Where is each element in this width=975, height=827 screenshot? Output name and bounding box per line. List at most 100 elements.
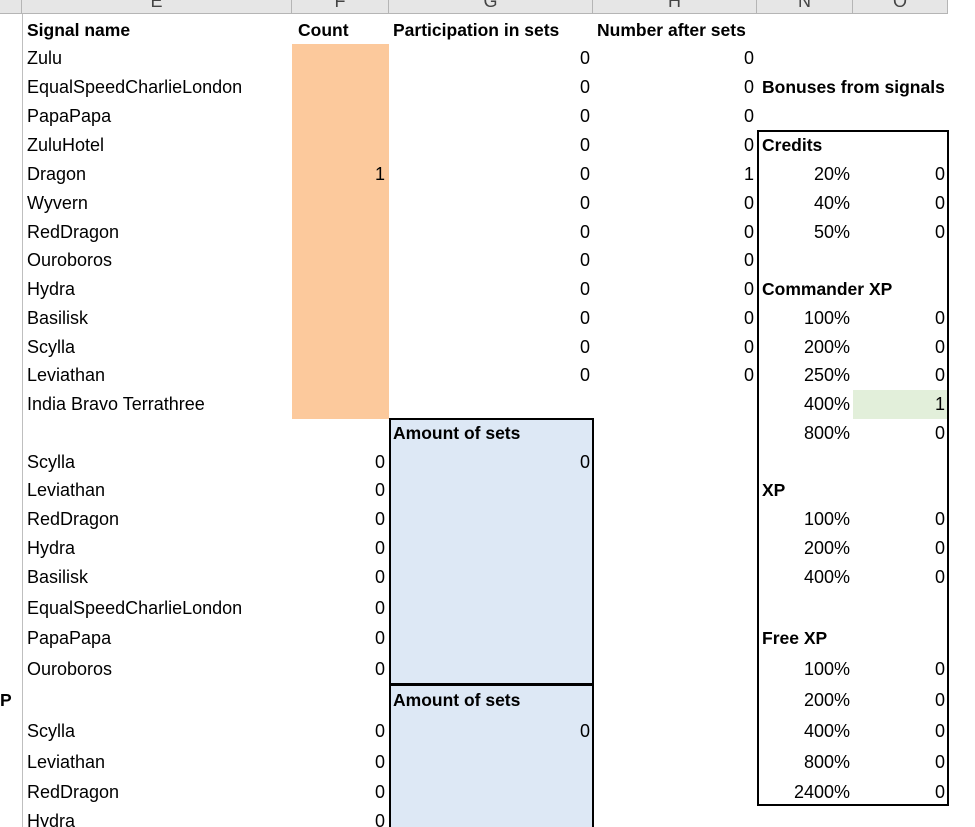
- count-cell: 0: [374, 509, 385, 529]
- column-header[interactable]: H: [593, 0, 757, 14]
- participation-cell: 0: [579, 250, 590, 270]
- bonus-value: 0: [934, 752, 945, 772]
- bonus-percent: 2400%: [793, 782, 850, 802]
- bonus-percent: 100%: [803, 659, 850, 679]
- bonus-value: 0: [934, 365, 945, 385]
- count-fill: [292, 44, 389, 419]
- bonus-percent: 400%: [803, 721, 850, 741]
- participation-cell: 0: [579, 106, 590, 126]
- highlight-cell: [853, 390, 947, 419]
- signal-name: PapaPapa: [27, 106, 112, 126]
- participation-cell: 0: [579, 365, 590, 385]
- signal-name: PapaPapa: [27, 628, 112, 648]
- signal-name: Ouroboros: [27, 659, 113, 679]
- signal-name: EqualSpeedCharlieLondon: [27, 598, 243, 618]
- count-cell: 0: [374, 782, 385, 802]
- participation-cell: 0: [579, 48, 590, 68]
- column-letter: O: [892, 0, 907, 11]
- bonus-percent: 400%: [803, 394, 850, 414]
- participation-cell: 0: [579, 337, 590, 357]
- signal-name: Scylla: [27, 721, 76, 741]
- after-sets-cell: 0: [743, 193, 754, 213]
- count-cell: 0: [374, 721, 385, 741]
- column-letter: F: [334, 0, 346, 11]
- after-sets-cell: 0: [743, 48, 754, 68]
- column-letter: H: [668, 0, 681, 11]
- after-sets-cell: 0: [743, 279, 754, 299]
- signal-name: Dragon: [27, 164, 87, 184]
- signal-name: RedDragon: [27, 509, 120, 529]
- bonus-percent: 400%: [803, 567, 850, 587]
- signal-name: Hydra: [27, 279, 76, 299]
- bonus-value: 0: [934, 423, 945, 443]
- bonus-percent: 100%: [803, 509, 850, 529]
- bonus-percent: 40%: [813, 193, 850, 213]
- sets-amount: 0: [579, 721, 590, 741]
- column-letter: N: [798, 0, 811, 11]
- bonus-group: Free XP: [762, 628, 828, 648]
- signal-name: Leviathan: [27, 752, 106, 772]
- bonus-percent: 800%: [803, 752, 850, 772]
- sets-box: [389, 684, 594, 827]
- bonus-percent: 250%: [803, 365, 850, 385]
- after-sets-cell: 0: [743, 135, 754, 155]
- header-cell: Count: [298, 20, 349, 40]
- signal-name: Ouroboros: [27, 250, 113, 270]
- column-letter: E: [150, 0, 163, 11]
- participation-cell: 0: [579, 193, 590, 213]
- count-cell: 1: [374, 164, 385, 184]
- bonus-percent: 50%: [813, 222, 850, 242]
- column-header: [0, 0, 22, 14]
- participation-cell: 0: [579, 308, 590, 328]
- bonus-percent: 200%: [803, 690, 850, 710]
- bonus-percent: 200%: [803, 337, 850, 357]
- column-header[interactable]: E: [22, 0, 292, 14]
- signal-name: Basilisk: [27, 308, 89, 328]
- signal-name: Hydra: [27, 811, 76, 827]
- signal-name: India Bravo Terrathree: [27, 394, 205, 414]
- count-cell: 0: [374, 452, 385, 472]
- sets-box: [389, 418, 594, 685]
- header-cell: Signal name: [27, 20, 131, 40]
- after-sets-cell: 0: [743, 250, 754, 270]
- signal-name: Basilisk: [27, 567, 89, 587]
- bonus-group: XP: [762, 480, 786, 500]
- bonus-value: 0: [934, 222, 945, 242]
- after-sets-cell: 0: [743, 106, 754, 126]
- after-sets-cell: 0: [743, 222, 754, 242]
- count-cell: 0: [374, 659, 385, 679]
- count-cell: 0: [374, 538, 385, 558]
- signal-name: RedDragon: [27, 222, 120, 242]
- signal-name: Leviathan: [27, 480, 106, 500]
- column-header[interactable]: O: [853, 0, 948, 14]
- signal-name: Hydra: [27, 538, 76, 558]
- column-header[interactable]: F: [292, 0, 389, 14]
- bonus-group: Commander XP: [762, 279, 893, 299]
- column-header[interactable]: G: [389, 0, 593, 14]
- bonus-title: Bonuses from signals: [762, 77, 945, 97]
- bonus-value: 0: [934, 690, 945, 710]
- sets-amount: 0: [579, 452, 590, 472]
- column-letter: G: [483, 0, 498, 11]
- signal-name: EqualSpeedCharlieLondon: [27, 77, 243, 97]
- count-cell: 0: [374, 752, 385, 772]
- participation-cell: 0: [579, 135, 590, 155]
- after-sets-cell: 1: [743, 164, 754, 184]
- count-cell: 0: [374, 628, 385, 648]
- column-border: [22, 14, 23, 827]
- bonus-value: 0: [934, 193, 945, 213]
- signal-name: Scylla: [27, 452, 76, 472]
- bonus-percent: 200%: [803, 538, 850, 558]
- bonus-box: [757, 130, 949, 806]
- bonus-value: 0: [934, 308, 945, 328]
- count-cell: 0: [374, 811, 385, 827]
- column-header[interactable]: N: [757, 0, 853, 14]
- signal-name: ZuluHotel: [27, 135, 105, 155]
- after-sets-cell: 0: [743, 77, 754, 97]
- sets-header: Amount of sets: [393, 423, 521, 443]
- bonus-value: 0: [934, 659, 945, 679]
- bonus-value: 0: [934, 721, 945, 741]
- bonus-value: 0: [934, 337, 945, 357]
- bonus-group: Credits: [762, 135, 823, 155]
